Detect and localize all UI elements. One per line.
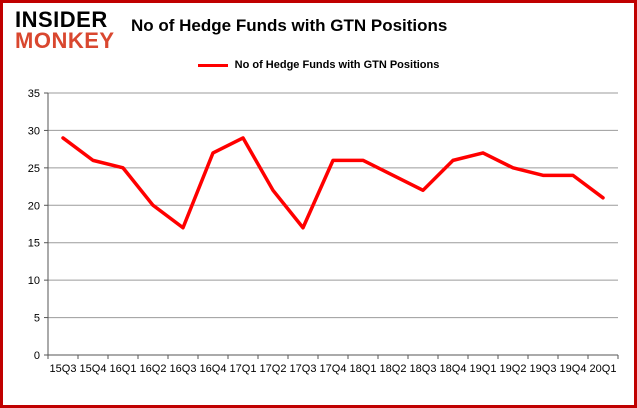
x-axis-label: 18Q4 — [440, 363, 467, 375]
x-axis-label: 19Q4 — [560, 363, 587, 375]
data-series-line — [61, 136, 605, 230]
x-axis-label: 16Q3 — [170, 363, 197, 375]
x-axis-label: 17Q2 — [260, 363, 287, 375]
logo-word-monkey: MONKEY — [15, 27, 115, 53]
y-axis-label: 25 — [28, 163, 40, 175]
y-axis-label: 10 — [28, 275, 40, 287]
x-axis-label: 19Q3 — [530, 363, 557, 375]
legend-line-swatch — [197, 63, 228, 67]
legend-label: No of Hedge Funds with GTN Positions — [234, 59, 440, 71]
x-axis-label: 18Q2 — [380, 363, 407, 375]
x-axis-label: 19Q2 — [500, 363, 527, 375]
y-axis-label: 30 — [28, 125, 40, 137]
x-axis-label: 15Q3 — [50, 363, 77, 375]
x-axis-label: 16Q1 — [110, 363, 137, 375]
x-axis-label: 18Q1 — [350, 363, 377, 375]
x-axis-label: 17Q4 — [320, 363, 347, 375]
x-axis-label: 20Q1 — [590, 363, 617, 375]
y-axis-label: 15 — [28, 238, 40, 250]
x-axis-label: 17Q3 — [290, 363, 317, 375]
y-axis-label: 35 — [28, 88, 40, 100]
x-axis-label: 17Q1 — [230, 363, 257, 375]
x-axis-label: 16Q4 — [200, 363, 227, 375]
x-axis-label: 18Q3 — [410, 363, 437, 375]
insider-monkey-logo: INSIDER MONKEY — [15, 7, 115, 53]
y-axis-label: 20 — [28, 200, 40, 212]
x-axis-label: 16Q2 — [140, 363, 167, 375]
x-axis-label: 15Q4 — [80, 363, 107, 375]
x-axis-label: 19Q1 — [470, 363, 497, 375]
legend: No of Hedge Funds with GTN Positions — [3, 59, 634, 71]
logo-word-insider: INSIDER — [15, 7, 108, 32]
y-axis-label: 0 — [34, 350, 40, 362]
chart-title: No of Hedge Funds with GTN Positions — [131, 16, 448, 35]
y-axis-label: 5 — [34, 313, 40, 325]
